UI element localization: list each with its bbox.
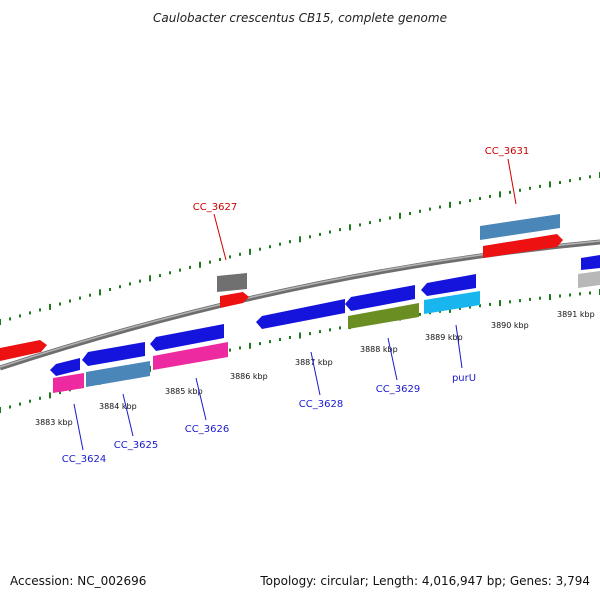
kbp-label: 3886 kbp [230, 372, 268, 381]
gene-arrow[interactable] [581, 255, 600, 270]
map-title: Caulobacter crescentus CB15, complete ge… [153, 11, 447, 25]
gene-arrow[interactable] [150, 324, 224, 351]
gene-label[interactable]: CC_3624 [62, 454, 106, 465]
gene-label[interactable]: CC_3629 [376, 384, 420, 395]
gene-block[interactable] [578, 271, 600, 288]
kbp-scale: 3883 kbp 3884 kbp 3885 kbp 3886 kbp 3887… [35, 310, 595, 427]
reverse-genes [50, 274, 480, 393]
kbp-label: 3885 kbp [165, 387, 203, 396]
gene-label[interactable]: purU [452, 373, 476, 384]
gene-arrow[interactable] [345, 285, 415, 311]
backbone [0, 239, 600, 371]
gene-label[interactable]: CC_3631 [485, 146, 529, 157]
gene-label[interactable]: CC_3627 [193, 202, 237, 213]
kbp-label: 3889 kbp [425, 333, 463, 342]
forward-genes [0, 214, 600, 361]
gene-arrow[interactable] [256, 299, 345, 329]
gene-label[interactable]: CC_3626 [185, 424, 229, 435]
gene-arrow[interactable] [0, 340, 47, 361]
tick-track-forward [0, 172, 600, 325]
kbp-label: 3888 kbp [360, 345, 398, 354]
gene-arrow[interactable] [50, 358, 80, 376]
gene-arrow[interactable] [483, 234, 563, 258]
gene-block[interactable] [53, 373, 84, 393]
gene-arrow[interactable] [421, 274, 476, 296]
label-leaders [73, 158, 517, 451]
gene-arrow[interactable] [82, 342, 145, 366]
gene-block[interactable] [424, 291, 480, 314]
gene-block[interactable] [217, 273, 247, 292]
genome-summary: Topology: circular; Length: 4,016,947 bp… [259, 574, 590, 588]
kbp-label: 3887 kbp [295, 358, 333, 367]
kbp-label: 3884 kbp [99, 402, 137, 411]
gene-block[interactable] [153, 342, 228, 370]
kbp-label: 3891 kbp [557, 310, 595, 319]
kbp-label: 3890 kbp [491, 321, 529, 330]
gene-arrow[interactable] [220, 292, 249, 308]
gene-label[interactable]: CC_3625 [114, 440, 158, 451]
gene-block[interactable] [348, 303, 419, 329]
gene-label[interactable]: CC_3628 [299, 399, 343, 410]
kbp-label: 3883 kbp [35, 418, 73, 427]
tick-track-reverse [0, 289, 600, 413]
gene-labels: CC_3627 CC_3631 CC_3624 CC_3625 CC_3626 … [62, 146, 529, 465]
gene-block[interactable] [480, 214, 560, 240]
accession-label: Accession: NC_002696 [10, 574, 146, 588]
gene-block[interactable] [86, 361, 150, 387]
